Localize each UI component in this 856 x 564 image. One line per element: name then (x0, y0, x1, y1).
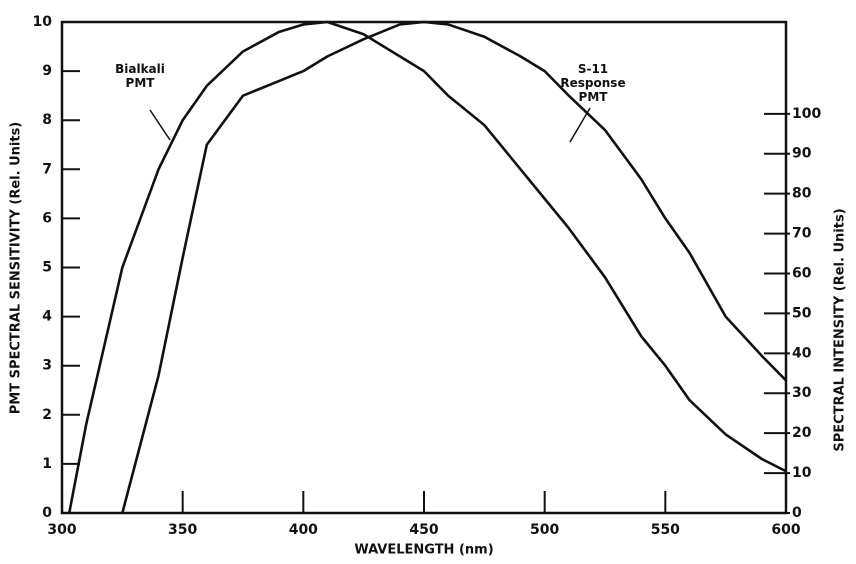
y2-tick-label: 60 (792, 265, 812, 281)
y2-tick-label: 70 (792, 226, 812, 242)
x-tick-label: 400 (289, 522, 318, 538)
y-tick-label: 6 (42, 210, 52, 226)
y-tick-label: 8 (42, 112, 52, 128)
leader-line (149, 109, 171, 141)
y-tick-label: 1 (42, 456, 52, 472)
y-axis-label: PMT SPECTRAL SENSITIVITY (Rel. Units) (9, 122, 24, 415)
x-tick-label: 350 (168, 522, 197, 538)
annotation: Bialkali PMT (115, 62, 165, 90)
y2-tick-label: 100 (792, 106, 821, 122)
y2-tick-label: 40 (792, 345, 812, 361)
y-tick-label: 4 (42, 309, 52, 325)
y-tick-label: 7 (42, 161, 52, 177)
y-tick-label: 2 (42, 407, 52, 423)
plot-frame (60, 20, 788, 515)
x-tick-label: 300 (47, 522, 76, 538)
y2-axis-label: SPECTRAL INTENSITY (Rel. Units) (833, 208, 848, 451)
y-tick-label: 5 (42, 260, 52, 276)
y-tick-label: 10 (33, 14, 53, 30)
y-tick-label: 0 (42, 505, 52, 521)
y2-tick-label: 20 (792, 425, 812, 441)
x-tick-label: 550 (651, 522, 680, 538)
y2-tick-label: 50 (792, 305, 812, 321)
y2-tick-label: 80 (792, 186, 812, 202)
x-tick-label: 500 (530, 522, 559, 538)
y-tick-label: 3 (42, 358, 52, 374)
y2-tick-label: 10 (792, 465, 812, 481)
series-line (67, 20, 787, 514)
annotation: S-11 Response PMT (560, 62, 626, 104)
y2-tick-label: 30 (792, 385, 812, 401)
y2-tick-label: 0 (792, 505, 802, 521)
y-tick-label: 9 (42, 63, 52, 79)
y2-tick-label: 90 (792, 146, 812, 162)
leader-line (569, 107, 591, 143)
x-tick-label: 600 (771, 522, 800, 538)
x-tick-label: 450 (409, 522, 438, 538)
x-axis-label: WAVELENGTH (nm) (354, 543, 493, 558)
series-line (121, 20, 787, 514)
